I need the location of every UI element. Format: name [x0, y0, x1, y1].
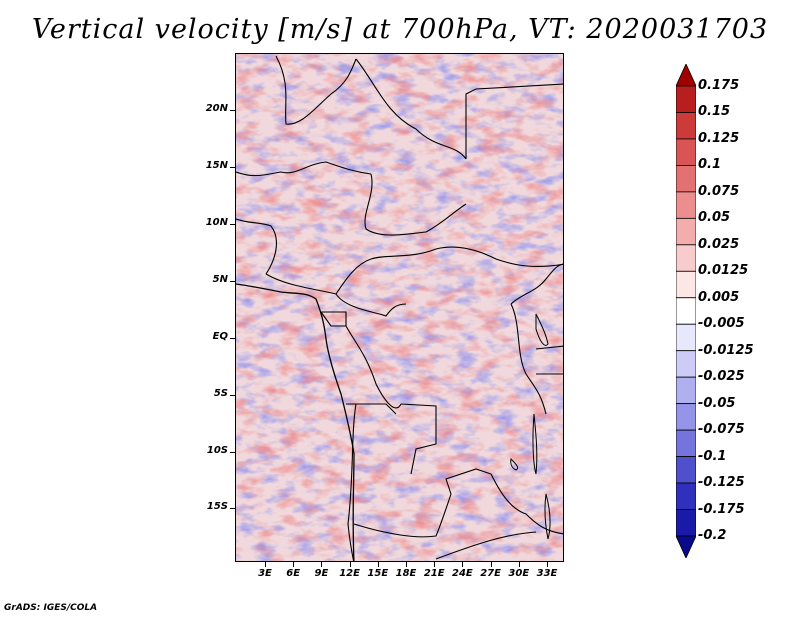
lon-label: 33E: [536, 568, 558, 579]
lat-label: 5N: [212, 274, 228, 285]
lon-tick: [265, 562, 266, 567]
lat-label: EQ: [212, 331, 228, 342]
colorbar-segment: [676, 64, 696, 87]
colorbar-level-label: -0.1: [698, 448, 727, 464]
colorbar-segment: [676, 138, 696, 166]
colorbar-segment: [676, 270, 696, 299]
colorbar-segment: [676, 376, 696, 405]
colorbar-level-label: 0.05: [698, 210, 731, 226]
lat-tick: [230, 338, 235, 339]
colorbar-segment: [676, 509, 696, 537]
colorbar-segment: [676, 350, 696, 378]
colorbar-level-label: -0.075: [698, 422, 745, 438]
colorbar-level-label: -0.125: [698, 475, 745, 491]
lat-tick: [230, 224, 235, 225]
lon-tick: [321, 562, 323, 567]
lon-tick: [547, 562, 548, 567]
colorbar-segment: [676, 456, 696, 484]
colorbar-segment: [676, 112, 696, 140]
colorbar-segment: [676, 191, 696, 219]
lon-tick: [293, 562, 295, 567]
lon-label: 21E: [423, 568, 445, 579]
lon-tick: [377, 562, 379, 567]
lon-tick: [349, 562, 351, 567]
lon-label: 18E: [395, 568, 417, 579]
lon-tick: [434, 562, 436, 567]
lon-tick: [518, 562, 520, 567]
lon-label: 24E: [452, 568, 473, 579]
lakes: [510, 313, 551, 540]
colorbar-level-label: -0.005: [698, 316, 745, 332]
colorbar-segment: [676, 323, 696, 352]
colorbar-level-label: 0.175: [698, 78, 740, 93]
country-borders: [236, 55, 563, 561]
colorbar-segment: [676, 429, 696, 457]
lon-tick: [462, 562, 464, 567]
lon-label: 30E: [508, 568, 530, 579]
colorbar-level-label: 0.025: [698, 236, 740, 252]
coastline: [236, 283, 355, 561]
lon-label: 12E: [339, 568, 360, 579]
colorbar-level-label: 0.0125: [698, 263, 749, 279]
colorbar-segment: [676, 482, 696, 510]
lon-label: 15E: [367, 568, 389, 579]
lat-label: 15S: [206, 501, 228, 512]
lat-label: 20N: [205, 103, 228, 114]
lat-label: 10S: [206, 445, 228, 456]
colorbar-level-label: 0.005: [698, 289, 740, 305]
colorbar-level-label: 0.075: [698, 183, 740, 199]
lat-tick: [230, 281, 235, 282]
colorbar-segment: [676, 165, 696, 193]
vertical-velocity-field: [236, 54, 563, 561]
colorbar-segment: [676, 85, 696, 113]
lon-tick: [490, 562, 492, 567]
colorbar-level-label: -0.2: [698, 528, 727, 543]
lat-tick: [230, 452, 235, 453]
colorbar-level-label: -0.025: [698, 369, 745, 385]
lon-label: 6E: [286, 568, 301, 579]
lon-label: 9E: [314, 568, 329, 579]
colorbar-level-label: -0.0125: [698, 342, 754, 358]
map-plot: [235, 53, 564, 562]
lon-label: 27E: [480, 568, 501, 579]
colorbar-level-label: -0.175: [698, 501, 745, 517]
lat-tick: [230, 395, 235, 396]
lon-tick: [406, 562, 407, 567]
colorbar-segment: [676, 297, 696, 325]
colorbar-level-label: 0.125: [698, 130, 740, 146]
fine-texture: [236, 54, 563, 561]
lat-label: 15N: [205, 160, 228, 171]
lat-tick: [230, 508, 235, 509]
colorbar-segment: [676, 244, 696, 272]
colorbar-level-label: 0.1: [698, 157, 722, 173]
map-title: Vertical velocity [m/s] at 700hPa, VT: 2…: [31, 14, 769, 45]
colorbar: [676, 64, 696, 558]
colorbar-level-label: 0.15: [698, 104, 731, 120]
colorbar-segment: [676, 217, 696, 246]
grads-credit: GrADS: IGES/COLA: [4, 603, 98, 613]
lon-label: 3E: [258, 568, 272, 579]
colorbar-segment: [676, 535, 696, 558]
lat-tick: [230, 110, 235, 111]
lat-label: 10N: [205, 217, 228, 228]
lat-label: 5S: [213, 388, 228, 399]
colorbar-segment: [676, 403, 696, 431]
lat-tick: [230, 167, 235, 168]
colorbar-level-label: -0.05: [698, 395, 736, 411]
